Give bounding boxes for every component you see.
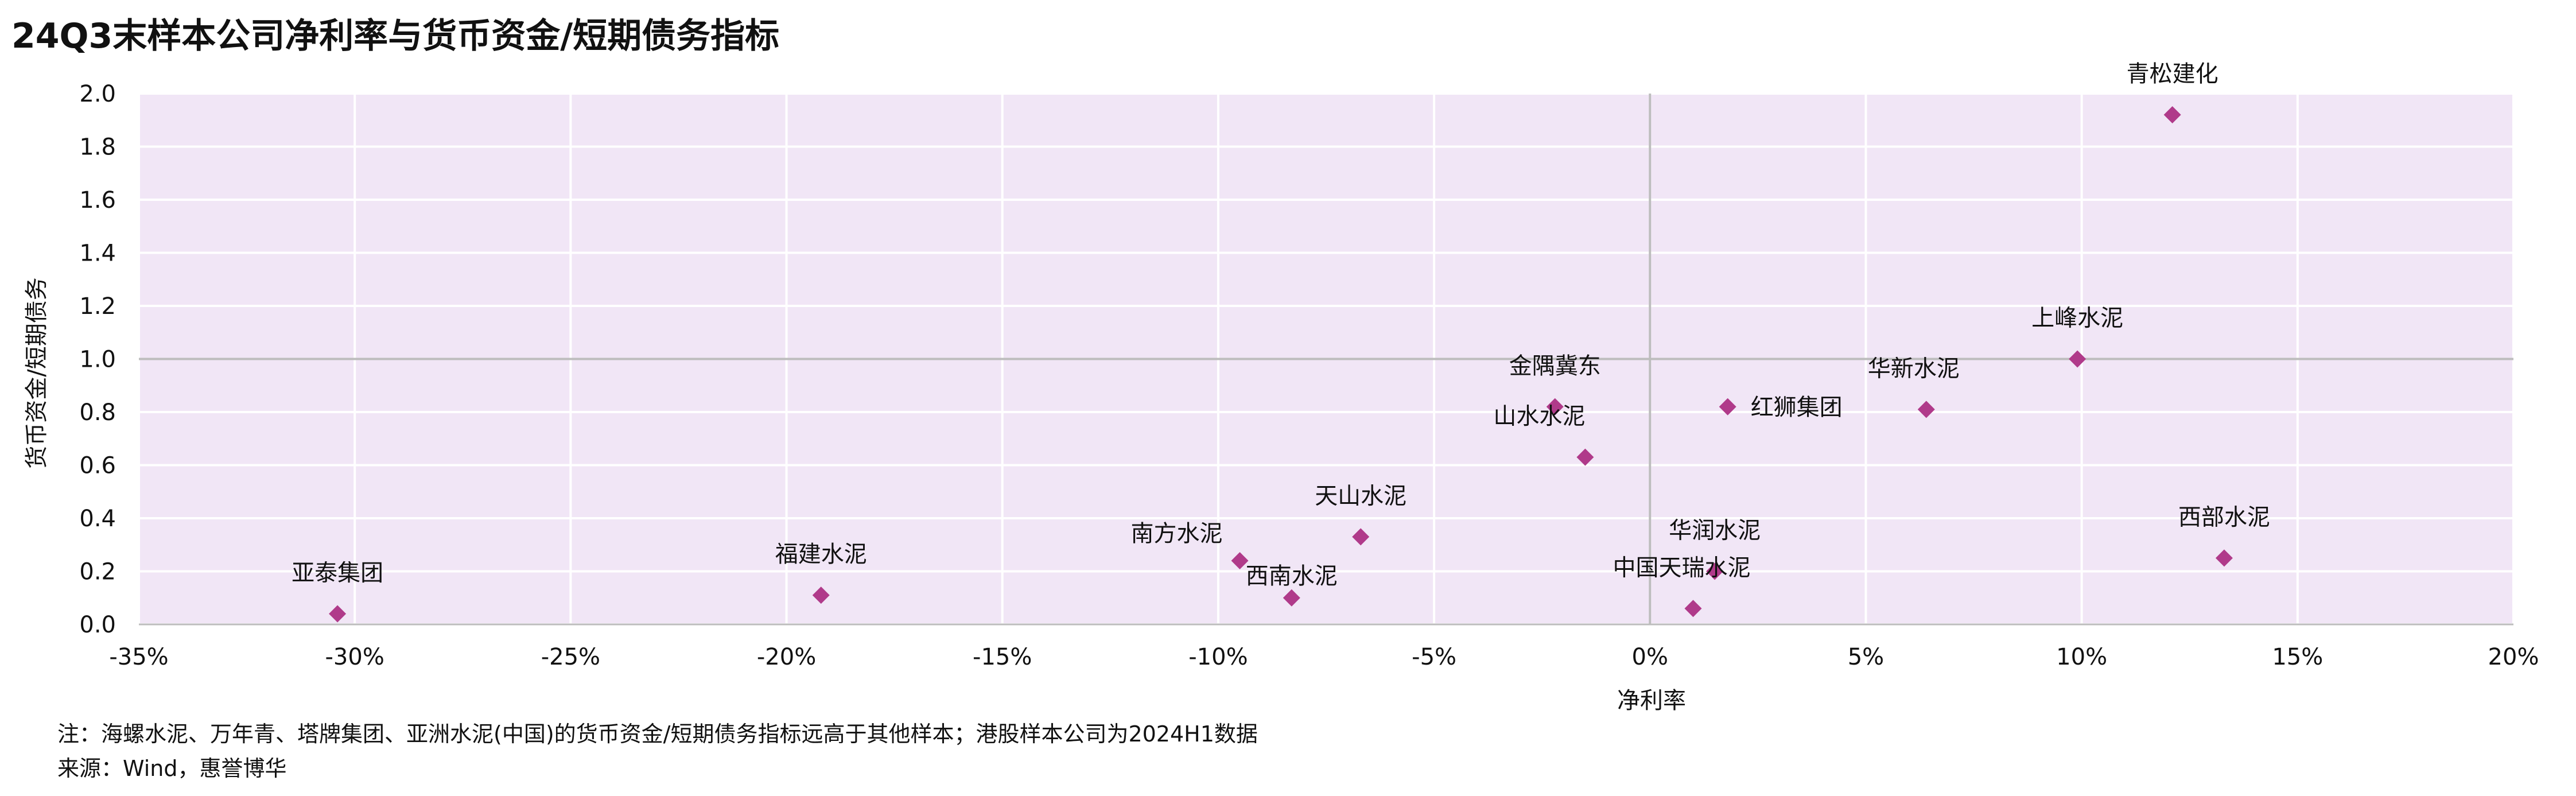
- data-point-marker: [1684, 600, 1702, 618]
- y-tick-label: 2.0: [79, 81, 116, 107]
- data-point-label: 华新水泥: [1868, 355, 1960, 382]
- y-tick-label: 0.2: [79, 559, 116, 585]
- y-tick-label: 0.8: [79, 399, 116, 426]
- x-tick-label: -10%: [1188, 644, 1248, 670]
- data-point-label: 西部水泥: [2178, 504, 2270, 530]
- data-point-label: 上峰水泥: [2031, 305, 2123, 332]
- data-point-label: 亚泰集团: [292, 560, 383, 587]
- x-tick-label: -20%: [757, 644, 816, 670]
- data-point-label: 山水水泥: [1493, 403, 1585, 430]
- data-points: [329, 106, 2233, 623]
- x-tick-label: -15%: [973, 644, 1032, 670]
- footnote: 注：海螺水泥、万年青、塔牌集团、亚洲水泥(中国)的货币资金/短期债务指标远高于其…: [57, 721, 1258, 747]
- data-point-marker: [2163, 106, 2181, 123]
- data-point-label: 南方水泥: [1131, 521, 1223, 547]
- x-tick-label: 15%: [2272, 644, 2323, 670]
- y-tick-label: 0.6: [79, 453, 116, 479]
- y-tick-label: 1.0: [79, 347, 116, 373]
- data-point-marker: [2215, 549, 2233, 567]
- y-tick-label: 1.2: [79, 293, 116, 320]
- x-tick-label: -30%: [325, 644, 384, 670]
- data-point-label: 西南水泥: [1246, 563, 1338, 589]
- data-point-marker: [1576, 448, 1594, 466]
- data-point-marker: [1352, 528, 1370, 546]
- chart-title: 24Q3末样本公司净利率与货币资金/短期债务指标: [11, 16, 780, 56]
- y-tick-label: 1.8: [79, 134, 116, 161]
- y-tick-label: 1.6: [79, 187, 116, 213]
- x-tick-label: 5%: [1848, 644, 1884, 670]
- data-point-marker: [2069, 350, 2087, 368]
- source-note: 来源：Wind，惠誉博华: [57, 756, 287, 781]
- x-axis-title: 净利率: [1617, 688, 1686, 714]
- x-tick-label: -5%: [1412, 644, 1456, 670]
- data-point-label: 福建水泥: [775, 541, 867, 568]
- data-point-marker: [1706, 562, 1724, 580]
- x-tick-label: 20%: [2488, 644, 2539, 670]
- data-point-label: 中国天瑞水泥: [1613, 554, 1751, 581]
- data-point-label: 天山水泥: [1315, 483, 1406, 509]
- y-tick-label: 0.4: [79, 506, 116, 532]
- data-point-marker: [1231, 552, 1249, 569]
- data-point-marker: [1283, 589, 1300, 607]
- y-axis-title: 货币资金/短期债务: [24, 277, 50, 469]
- data-point-label: 青松建化: [2127, 61, 2218, 87]
- data-point-label: 华润水泥: [1669, 518, 1761, 544]
- data-point-marker: [1546, 398, 1564, 416]
- data-point-label: 金隅冀东: [1509, 353, 1601, 379]
- axes: -35% -30% -25% -20% -15% -10% -5% 0% 5% 10% 15% 20%…: [79, 81, 2539, 670]
- x-tick-label: 10%: [2056, 644, 2107, 670]
- x-tick-label: 0%: [1632, 644, 1668, 670]
- data-point-marker: [812, 587, 830, 604]
- data-point-label: 红狮集团: [1751, 394, 1843, 421]
- reference-lines: [139, 94, 2513, 624]
- x-tick-label: -35%: [109, 644, 168, 670]
- data-point-marker: [1917, 401, 1935, 418]
- data-point-marker: [1719, 398, 1736, 416]
- y-tick-label: 1.4: [79, 240, 116, 267]
- x-tick-label: -25%: [541, 644, 600, 670]
- y-tick-label: 0.0: [79, 612, 116, 638]
- data-point-marker: [329, 605, 347, 623]
